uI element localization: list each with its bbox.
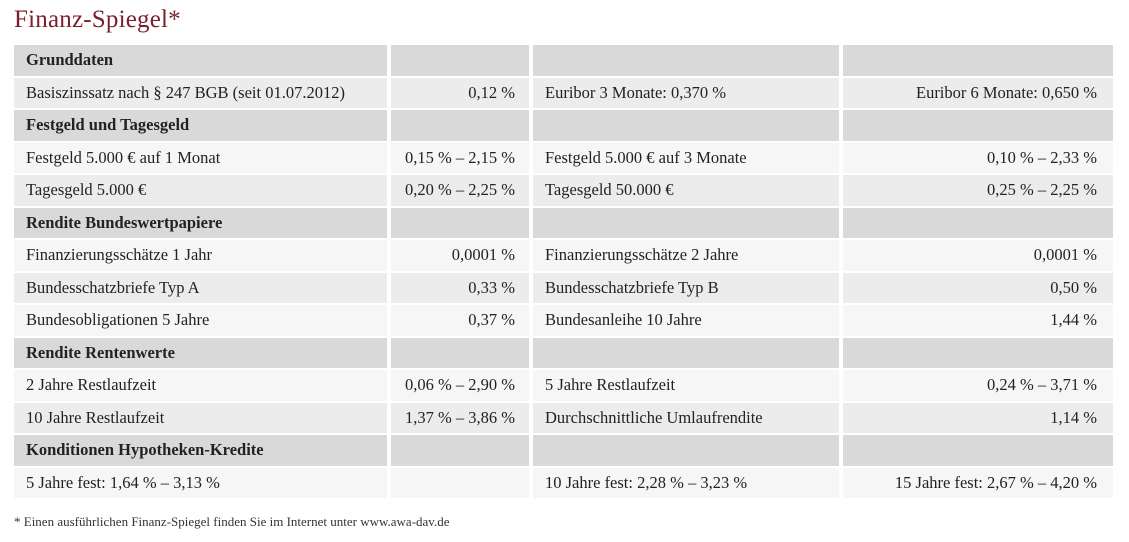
section-header: Festgeld und Tagesgeld <box>14 110 1113 143</box>
table-row: 10 Jahre Restlaufzeit 1,37 % – 3,86 % Du… <box>14 402 1113 436</box>
section-heading: Konditionen Hypotheken-Kredite <box>14 435 387 466</box>
row-value: 0,20 % – 2,25 % <box>391 175 529 206</box>
row-label-right: Bundesanleihe 10 Jahre <box>533 305 839 336</box>
row-label-right: Durchschnittliche Umlaufrendite <box>533 402 839 433</box>
row-label-right: Bundesschatzbriefe Typ B <box>533 272 839 303</box>
table-row: Tagesgeld 5.000 € 0,20 % – 2,25 % Tagesg… <box>14 175 1113 208</box>
table-row: 5 Jahre fest: 1,64 % – 3,13 % 10 Jahre f… <box>14 467 1113 501</box>
row-value <box>391 467 529 498</box>
section-heading: Festgeld und Tagesgeld <box>14 110 387 141</box>
row-value-right: 1,14 % <box>843 402 1113 433</box>
table-row: Bundesobligationen 5 Jahre 0,37 % Bundes… <box>14 305 1113 338</box>
row-label: 5 Jahre fest: 1,64 % – 3,13 % <box>14 467 387 498</box>
finance-table: Grunddaten Basiszinssatz nach § 247 BGB … <box>14 45 1113 500</box>
row-label-right: 10 Jahre fest: 2,28 % – 3,23 % <box>533 467 839 498</box>
table-row: Finanzierungsschätze 1 Jahr 0,0001 % Fin… <box>14 240 1113 273</box>
row-value-right: 0,10 % – 2,33 % <box>843 142 1113 173</box>
row-label-right: Festgeld 5.000 € auf 3 Monate <box>533 142 839 173</box>
table-row: Festgeld 5.000 € auf 1 Monat 0,15 % – 2,… <box>14 142 1113 176</box>
row-value: 0,37 % <box>391 305 529 336</box>
title-text: Finanz-Spiegel <box>14 6 169 33</box>
row-label: Finanzierungsschätze 1 Jahr <box>14 240 387 271</box>
section-header: Rendite Bundeswertpapiere <box>14 207 1113 241</box>
row-value-right: 15 Jahre fest: 2,67 % – 4,20 % <box>843 467 1113 498</box>
table-row: Basiszinssatz nach § 247 BGB (seit 01.07… <box>14 77 1113 111</box>
footnote: * Einen ausführlichen Finanz-Spiegel fin… <box>14 514 450 529</box>
row-label: Tagesgeld 5.000 € <box>14 175 387 206</box>
row-label: Bundesobligationen 5 Jahre <box>14 305 387 336</box>
row-label: 2 Jahre Restlaufzeit <box>14 370 387 401</box>
row-value-right: 0,0001 % <box>843 240 1113 271</box>
row-value-right: 0,25 % – 2,25 % <box>843 175 1113 206</box>
section-header: Rendite Rentenwerte <box>14 337 1113 371</box>
row-label: 10 Jahre Restlaufzeit <box>14 402 387 433</box>
section-heading: Rendite Bundeswertpapiere <box>14 207 387 238</box>
row-label-right: Tagesgeld 50.000 € <box>533 175 839 206</box>
row-value-right: 0,50 % <box>843 272 1113 303</box>
title-asterisk: * <box>168 6 181 33</box>
row-label: Basiszinssatz nach § 247 BGB (seit 01.07… <box>14 77 387 108</box>
section-heading: Rendite Rentenwerte <box>14 337 387 368</box>
row-label-right: Euribor 3 Monate: 0,370 % <box>533 77 839 108</box>
section-header: Grunddaten <box>14 45 1113 78</box>
row-value: 0,12 % <box>391 77 529 108</box>
row-value: 0,15 % – 2,15 % <box>391 142 529 173</box>
row-value: 0,0001 % <box>391 240 529 271</box>
row-value: 1,37 % – 3,86 % <box>391 402 529 433</box>
section-heading: Grunddaten <box>14 45 387 76</box>
row-value-right: 1,44 % <box>843 305 1113 336</box>
row-value: 0,06 % – 2,90 % <box>391 370 529 401</box>
row-label: Festgeld 5.000 € auf 1 Monat <box>14 142 387 173</box>
table-row: 2 Jahre Restlaufzeit 0,06 % – 2,90 % 5 J… <box>14 370 1113 403</box>
table-row: Bundesschatzbriefe Typ A 0,33 % Bundessc… <box>14 272 1113 306</box>
row-value: 0,33 % <box>391 272 529 303</box>
row-value-right: 0,24 % – 3,71 % <box>843 370 1113 401</box>
row-label: Bundesschatzbriefe Typ A <box>14 272 387 303</box>
row-label-right: Finanzierungsschätze 2 Jahre <box>533 240 839 271</box>
section-header: Konditionen Hypotheken-Kredite <box>14 435 1113 468</box>
page-title: Finanz-Spiegel* <box>14 6 181 34</box>
row-label-right: 5 Jahre Restlaufzeit <box>533 370 839 401</box>
row-value-right: Euribor 6 Monate: 0,650 % <box>843 77 1113 108</box>
